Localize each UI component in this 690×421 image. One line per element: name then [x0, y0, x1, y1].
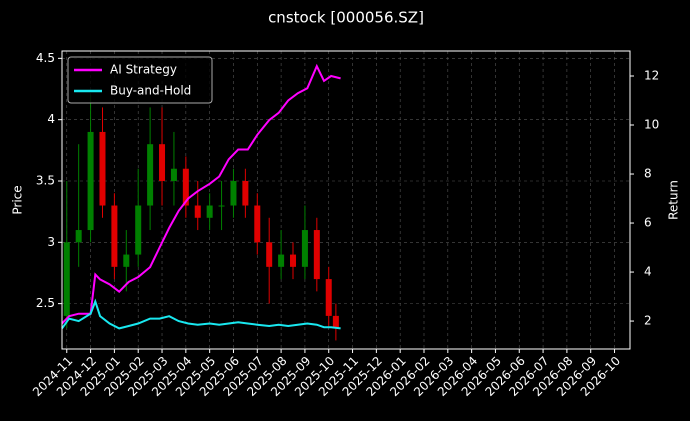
y2-tick-label: 2: [644, 314, 652, 328]
candle-body: [313, 230, 320, 280]
candle-body: [325, 279, 332, 316]
y2-tick-label: 4: [644, 265, 652, 279]
chart-title: cnstock [000056.SZ]: [268, 9, 424, 27]
candle-body: [75, 230, 82, 243]
y2-axis-label: Return: [667, 180, 681, 220]
y-axis-label: Price: [11, 185, 25, 214]
legend-label: AI Strategy: [110, 63, 177, 77]
candle-body: [147, 144, 154, 206]
candle-body: [266, 242, 273, 267]
plot-frame: [61, 50, 631, 350]
candle-body: [87, 131, 94, 231]
legend-label: Buy-and-Hold: [110, 84, 191, 98]
y-tick-label: 3.5: [36, 173, 55, 187]
candle-body: [218, 205, 225, 207]
line-series: [61, 298, 341, 330]
candle-body: [159, 144, 166, 181]
candle-body: [242, 180, 249, 206]
candle-body: [111, 205, 118, 267]
candle-body: [290, 254, 297, 267]
candle-body: [135, 205, 142, 255]
y-tick-label: 4: [47, 112, 55, 126]
candle-body: [182, 168, 189, 206]
candle-body: [206, 205, 213, 218]
candle-body: [332, 315, 339, 329]
y2-tick-label: 8: [644, 167, 652, 181]
candle-body: [63, 242, 70, 316]
y-tick-label: 4.5: [36, 51, 55, 65]
candle-body: [170, 168, 177, 181]
y2-tick-label: 6: [644, 216, 652, 230]
candle-body: [194, 205, 201, 218]
y-tick-label: 2.5: [36, 296, 55, 310]
line-series: [61, 63, 341, 325]
candle-body: [99, 131, 106, 206]
y-tick-label: 3: [47, 235, 55, 249]
y2-tick-label: 10: [644, 118, 659, 132]
candle-body: [278, 254, 285, 267]
candle-body: [254, 205, 261, 243]
y2-tick-label: 12: [644, 68, 659, 82]
legend-box: [67, 56, 213, 104]
candle-body: [301, 230, 308, 267]
candle-body: [230, 180, 237, 206]
candle-body: [123, 254, 130, 267]
